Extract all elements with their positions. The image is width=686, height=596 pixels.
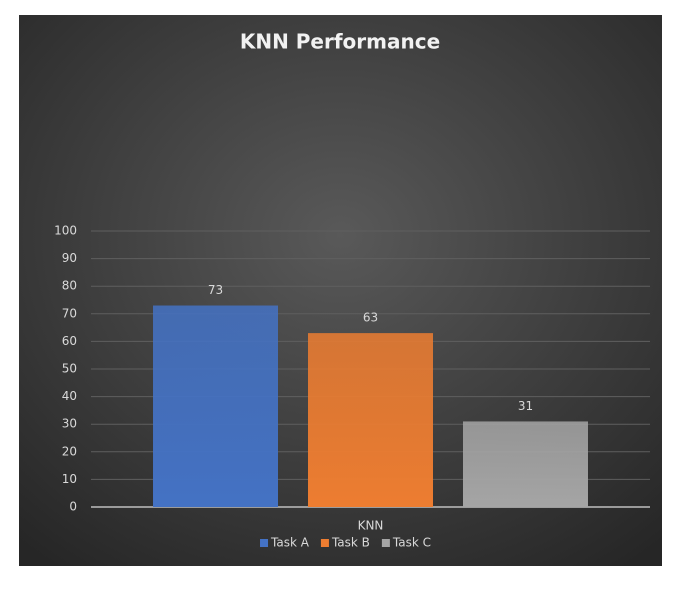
- legend-swatch: [320, 539, 329, 547]
- legend-item: Task C: [381, 536, 431, 550]
- y-tick-label: 10: [62, 472, 77, 486]
- y-tick-label: 30: [62, 417, 77, 431]
- data-label: 63: [363, 311, 378, 325]
- legend-item: Task A: [260, 536, 310, 550]
- y-tick-label: 90: [62, 251, 77, 265]
- y-tick-label: 100: [54, 224, 77, 238]
- data-label: 31: [518, 399, 533, 413]
- y-tick-label: 40: [62, 389, 77, 403]
- y-tick-label: 60: [62, 334, 77, 348]
- legend-label: Task B: [331, 536, 370, 550]
- x-tick-label: KNN: [358, 519, 384, 533]
- legend-label: Task C: [392, 536, 431, 550]
- bar: [153, 305, 279, 507]
- y-tick-label: 20: [62, 444, 77, 458]
- y-tick-label: 50: [62, 362, 77, 376]
- legend-swatch: [260, 539, 269, 547]
- legend-label: Task A: [270, 536, 310, 550]
- y-tick-label: 80: [62, 279, 77, 293]
- bar: [308, 333, 433, 507]
- legend-swatch: [381, 539, 390, 547]
- chart-title: KNN Performance: [240, 30, 440, 54]
- data-label: 73: [208, 283, 223, 297]
- bar: [462, 421, 588, 507]
- legend-item: Task B: [320, 536, 370, 550]
- y-tick-label: 0: [69, 500, 77, 514]
- y-tick-label: 70: [62, 306, 77, 320]
